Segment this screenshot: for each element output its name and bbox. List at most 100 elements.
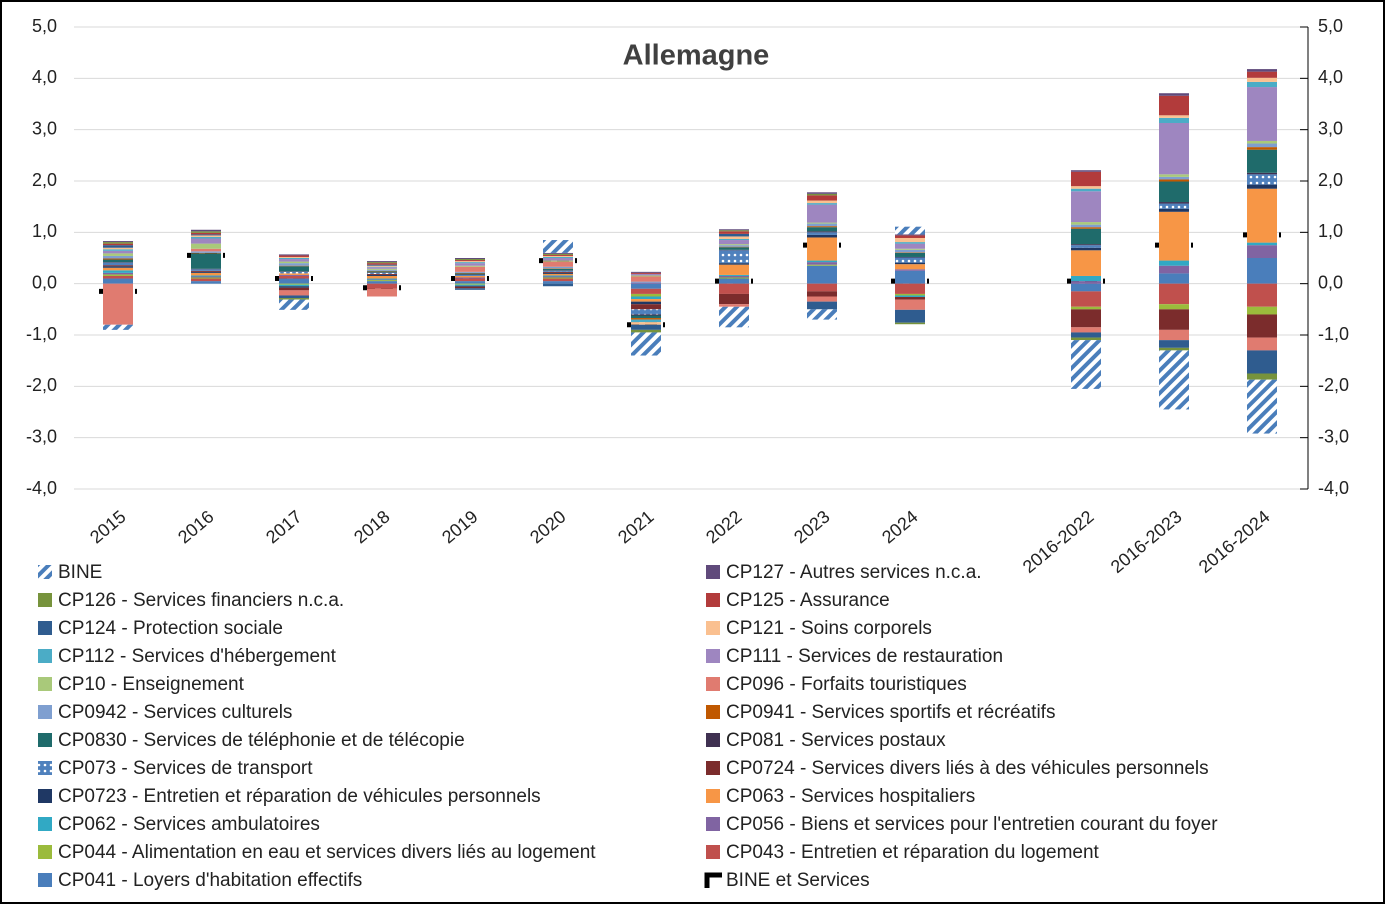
bar-segment	[543, 277, 573, 279]
bar-segment	[279, 259, 309, 262]
bar-segment	[719, 247, 749, 250]
bar-segment	[543, 254, 573, 256]
bar-segment	[1159, 208, 1189, 212]
x-tick-label: 2016	[174, 506, 218, 547]
bar-segment	[895, 252, 925, 257]
bar-segment	[895, 226, 925, 235]
legend-label: CP041 - Loyers d'habitation effectifs	[58, 870, 362, 891]
bar-segment	[455, 277, 485, 279]
bar-segment	[1159, 117, 1189, 123]
bar-segment	[895, 256, 925, 258]
bar-segment	[367, 272, 397, 273]
bar-segment	[807, 193, 837, 196]
bar-segment	[103, 253, 133, 256]
bar-segment	[103, 262, 133, 266]
bar-segment	[631, 273, 661, 276]
bar-segment	[1247, 140, 1277, 144]
legend-label: CP073 - Services de transport	[58, 758, 313, 779]
bar-segment	[279, 290, 309, 296]
bar-segment	[807, 296, 837, 302]
bar-segment	[543, 272, 573, 274]
bar-segment	[279, 284, 309, 287]
bar-segment	[367, 279, 397, 281]
bar-segment	[807, 231, 837, 233]
bar-segment	[1247, 77, 1277, 82]
bar-segment	[807, 291, 837, 297]
bar-segment	[191, 238, 221, 244]
bar-segment	[631, 322, 661, 325]
y2-tick-label: 4,0	[1318, 67, 1343, 87]
bar-segment	[1247, 87, 1277, 141]
bar-segment	[1159, 179, 1189, 182]
y-tick-label: 3,0	[32, 118, 57, 138]
legend-label: CP10 - Enseignement	[58, 674, 245, 695]
bar-segment	[719, 274, 749, 276]
legend-label: CP125 - Assurance	[726, 590, 890, 611]
y2-tick-label: -4,0	[1318, 478, 1349, 498]
bar-segment	[191, 269, 221, 271]
bar-segment	[1247, 337, 1277, 351]
bar-segment	[191, 268, 221, 270]
bar-segment	[895, 269, 925, 271]
bar-segment	[895, 299, 925, 310]
bar-segment	[191, 232, 221, 235]
bar-segment	[895, 309, 925, 323]
y-tick-label: -1,0	[26, 324, 57, 344]
bar-segment	[719, 304, 749, 307]
bar-segment	[1071, 332, 1101, 338]
legend-swatch	[706, 705, 720, 719]
bar-segment	[367, 263, 397, 265]
x-tick-label: 2019	[438, 506, 482, 547]
bar-segment	[103, 272, 133, 275]
bar-segment	[103, 262, 133, 263]
legend-label: CP0723 - Entretien et réparation de véhi…	[58, 786, 541, 807]
legend-swatch	[38, 845, 52, 859]
bar-segment	[543, 260, 573, 262]
bar-segment	[1247, 350, 1277, 374]
x-tick-label: 2017	[262, 506, 306, 547]
bar-segment	[543, 283, 573, 287]
y2-tick-label: 3,0	[1318, 118, 1343, 138]
bar-segment	[191, 276, 221, 278]
bar-segment	[1247, 172, 1277, 175]
bar-segment	[455, 271, 485, 273]
bar-segment	[1159, 211, 1189, 261]
bar-segment	[103, 247, 133, 250]
bar-segment	[719, 249, 749, 251]
bar-segment	[895, 322, 925, 325]
y-tick-label: 5,0	[32, 16, 57, 36]
bar-segment	[719, 293, 749, 305]
bar-segment	[455, 266, 485, 272]
bar-segment	[807, 232, 837, 235]
bar-segment	[191, 251, 221, 253]
bar-segment	[895, 234, 925, 236]
bar-segment	[1159, 115, 1189, 118]
y2-tick-label: -3,0	[1318, 426, 1349, 446]
legend-swatch	[706, 845, 720, 859]
bar-segment	[1247, 258, 1277, 284]
bar-segment	[1159, 176, 1189, 180]
legend-label: CP0830 - Services de téléphonie et de té…	[58, 730, 465, 751]
y2-tick-label: 5,0	[1318, 16, 1343, 36]
bar-segment	[455, 263, 485, 266]
y2-tick-label: 0,0	[1318, 272, 1343, 292]
bar-segment	[631, 272, 661, 274]
legend-swatch	[38, 733, 52, 747]
bar-segment	[719, 245, 749, 247]
bar-segment	[1159, 304, 1189, 310]
bar-segment	[1071, 275, 1101, 282]
bar-segment	[719, 263, 749, 265]
bar-segment	[367, 275, 397, 279]
bar-segment	[279, 299, 309, 310]
legend-swatch	[38, 873, 52, 887]
y-tick-label: -3,0	[26, 426, 57, 446]
legend-label: CP043 - Entretien et réparation du logem…	[726, 842, 1100, 863]
bar-segment	[1071, 340, 1101, 389]
bar-segment	[191, 229, 221, 232]
bar-segment	[1247, 147, 1277, 150]
bar-segment	[191, 272, 221, 276]
x-tick-label: 2020	[526, 506, 570, 547]
bar-segment	[719, 278, 749, 284]
bar-segment	[103, 267, 133, 271]
